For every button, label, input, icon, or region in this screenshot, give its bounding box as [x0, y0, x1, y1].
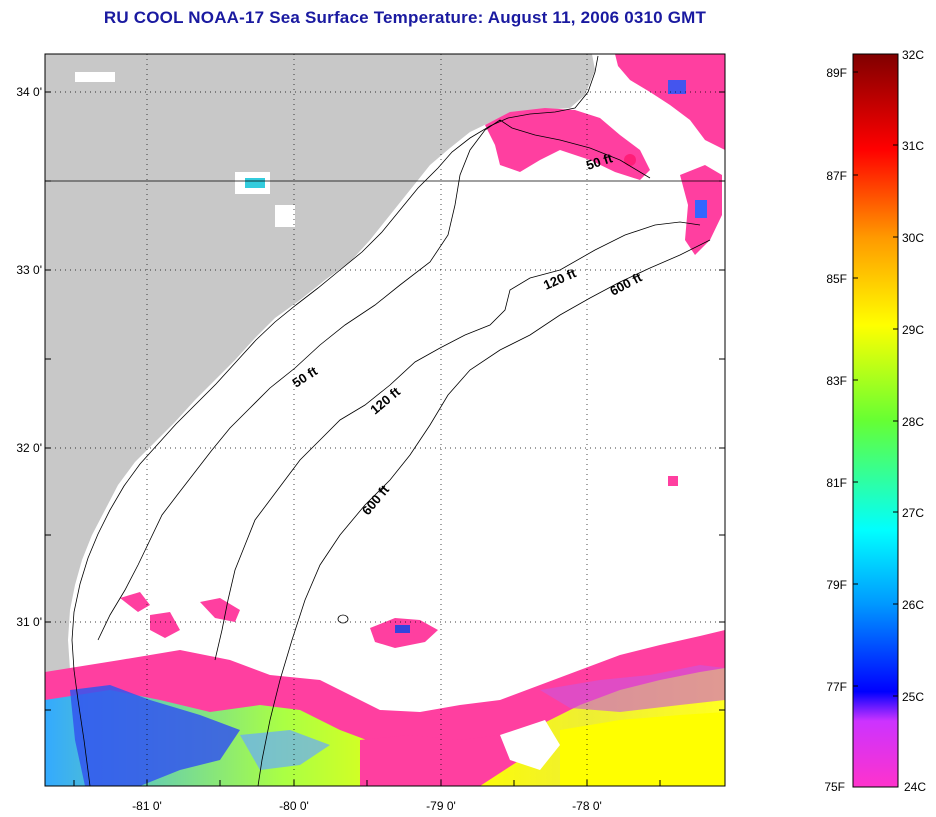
colorbar-c-label: 31C: [902, 139, 924, 153]
colorbar-f-label: 81F: [826, 476, 847, 490]
colorbar-c-label: 28C: [902, 415, 924, 429]
colorbar-f-label: 85F: [826, 272, 847, 286]
coastline: [71, 55, 599, 786]
isobath-50ft: [97, 119, 651, 641]
colorbar-c-label: 32C: [902, 48, 924, 62]
southern-sst-region: [45, 630, 725, 786]
colorbar-c-label: 29C: [902, 323, 924, 337]
lat-label-33: 33 0': [16, 263, 42, 277]
lon-label-79: -79 0': [426, 799, 456, 813]
colorbar-gradient: [853, 54, 898, 787]
isobath-120ft: [214, 221, 701, 661]
lon-label-81: -81 0': [132, 799, 162, 813]
map-frame: [44, 53, 726, 787]
lon-label-80: -80 0': [279, 799, 309, 813]
colorbar-f-label: 79F: [826, 578, 847, 592]
colorbar: 89F 87F 85F 83F 81F 79F 77F 75F 32C 31C …: [824, 48, 926, 794]
colorbar-f-label: 77F: [826, 680, 847, 694]
graticule: [45, 54, 725, 786]
colorbar-c-label: 26C: [902, 598, 924, 612]
lat-label-32: 32 0': [16, 441, 42, 455]
colorbar-f-label: 83F: [826, 374, 847, 388]
map-area: [45, 54, 725, 786]
colorbar-c-label: 30C: [902, 231, 924, 245]
colorbar-c-label: 25C: [902, 690, 924, 704]
colorbar-f-label: 89F: [826, 66, 847, 80]
map-title: RU COOL NOAA-17 Sea Surface Temperature:…: [103, 8, 707, 27]
colorbar-f-label: 75F: [824, 780, 845, 794]
colorbar-c-label: 24C: [904, 780, 926, 794]
colorbar-c-label: 27C: [902, 506, 924, 520]
lon-label-78: -78 0': [572, 799, 602, 813]
land-mass: [45, 54, 595, 786]
offshore-pink-patches: [120, 592, 438, 648]
northern-sst-patches: [485, 54, 725, 486]
lat-label-34: 34 0': [16, 85, 42, 99]
lat-label-31: 31 0': [16, 615, 42, 629]
colorbar-f-label: 87F: [826, 169, 847, 183]
axis-ticks: [45, 91, 725, 786]
isobath-600ft: [257, 239, 711, 786]
